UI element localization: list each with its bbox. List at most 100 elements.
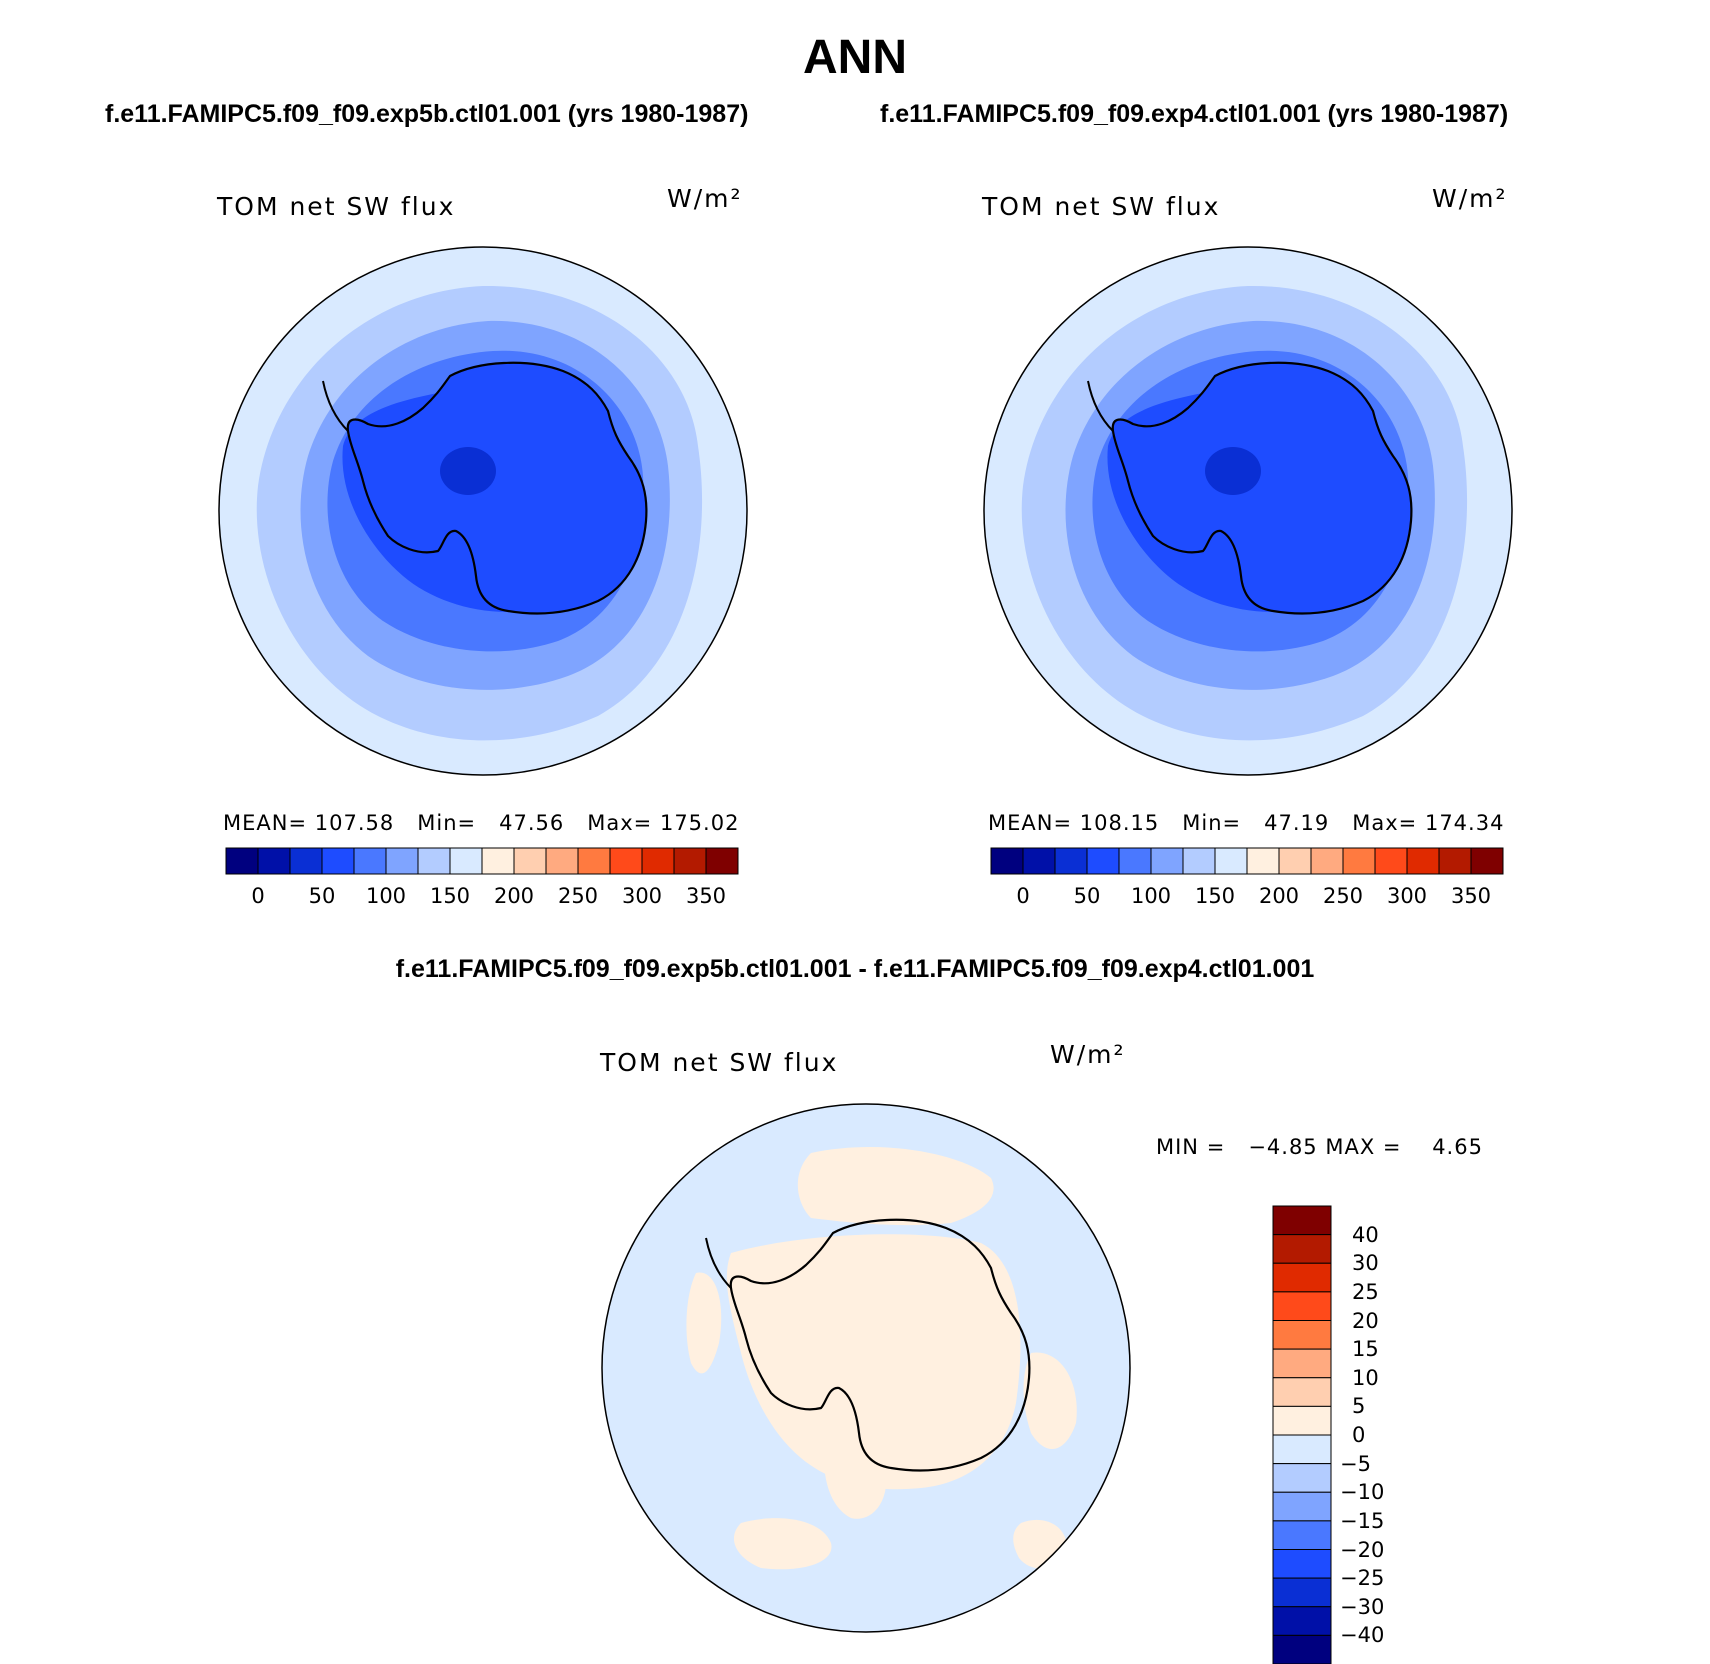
colorbar-swatch [1246,847,1280,875]
colorbar-swatch [1272,1634,1332,1664]
colorbar-swatch [321,847,355,875]
colorbar-swatch [225,847,259,875]
colorbar-swatch [577,847,611,875]
colorbar-swatch [1214,847,1248,875]
colorbar-swatch [1310,847,1344,875]
colorbar-swatch [289,847,323,875]
colorbar-swatch [1470,847,1504,875]
colorbar-tick-label: 0 [251,884,265,908]
colorbar-tick-label: 5 [1352,1394,1366,1419]
map-diff [601,1103,1131,1633]
colorbar-tick-label: −40 [1340,1623,1385,1648]
colorbar-swatch [1272,1291,1332,1321]
map-right [983,246,1513,776]
coastline-left [346,361,648,615]
case-title-right: f.e11.FAMIPC5.f09_f09.exp4.ctl01.001 (yr… [880,100,1509,128]
colorbar-swatch [1086,847,1120,875]
colorbar-swatch [1272,1405,1332,1436]
colorbar-tick-label: −10 [1340,1480,1385,1505]
colorbar-swatch [1272,1549,1332,1579]
colorbar-tick-label: 25 [1352,1279,1379,1304]
variable-label-right: TOM net SW flux [982,192,1221,221]
colorbar-swatch [1150,847,1184,875]
colorbar-labels-left: 0 50 100 150 200 250 300 350 [226,884,738,910]
stats-right: MEAN= 108.15 Min= 47.19 Max= 174.34 [988,811,1505,835]
colorbar-tick-label: 150 [1194,884,1236,908]
colorbar-tick-label: 350 [685,884,727,908]
colorbar-swatch [1342,847,1376,875]
colorbar-swatch [353,847,387,875]
colorbar-tick-label: 40 [1352,1222,1379,1247]
units-label-right: W/m² [1432,184,1508,213]
coastline-diff [729,1218,1031,1472]
colorbar-swatch [1272,1234,1332,1264]
colorbar-swatch [1374,847,1408,875]
colorbar-tick-label: 0 [1016,884,1030,908]
colorbar-swatch [609,847,643,875]
colorbar-swatch [385,847,419,875]
colorbar-swatch [1272,1320,1332,1350]
colorbar-tick-label: −25 [1340,1566,1385,1591]
stats-diff: MIN = −4.85 MAX = 4.65 [1156,1135,1483,1159]
colorbar-tick-label: −30 [1340,1594,1385,1619]
stats-left: MEAN= 107.58 Min= 47.56 Max= 175.02 [223,811,740,835]
colorbar-swatch [1272,1491,1332,1522]
colorbar-swatch [1118,847,1152,875]
colorbar-swatch [1272,1463,1332,1493]
colorbar-tick-label: 300 [621,884,663,908]
colorbar-swatch [1272,1262,1332,1293]
colorbar-tick-label: 10 [1352,1365,1379,1390]
colorbar-left [225,847,739,875]
main-title: ANN [803,31,907,84]
colorbar-swatch [641,847,675,875]
colorbar-diff [1272,1205,1332,1664]
colorbar-tick-label: −5 [1340,1451,1371,1476]
colorbar-tick-label: 300 [1386,884,1428,908]
units-label-left: W/m² [667,184,743,213]
colorbar-swatch [1278,847,1312,875]
colorbar-tick-label: 150 [429,884,471,908]
colorbar-tick-label: 200 [493,884,535,908]
colorbar-right [990,847,1504,875]
colorbar-swatch [1182,847,1216,875]
colorbar-swatch [1272,1348,1332,1379]
colorbar-tick-label: 15 [1352,1337,1379,1362]
colorbar-labels-right: 0 50 100 150 200 250 300 350 [991,884,1503,910]
colorbar-tick-label: 30 [1352,1251,1379,1276]
colorbar-swatch [1272,1377,1332,1407]
colorbar-labels-diff: 40 30 25 20 15 10 5 0 −5 −10 −15 −20 −25 −30 −40 [1340,1206,1420,1664]
colorbar-swatch [513,847,547,875]
colorbar-swatch [1054,847,1088,875]
colorbar-tick-label: 0 [1352,1423,1366,1447]
map-left [218,246,748,776]
colorbar-tick-label: 100 [1130,884,1172,908]
colorbar-swatch [545,847,579,875]
colorbar-tick-label: 50 [308,884,336,908]
case-title-left: f.e11.FAMIPC5.f09_f09.exp5b.ctl01.001 (y… [105,100,749,128]
diff-title: f.e11.FAMIPC5.f09_f09.exp5b.ctl01.001 - … [395,955,1315,983]
colorbar-tick-label: 200 [1258,884,1300,908]
colorbar-swatch [990,847,1024,875]
colorbar-swatch [1272,1205,1332,1236]
colorbar-swatch [1438,847,1472,875]
colorbar-swatch [1272,1434,1332,1465]
variable-label-diff: TOM net SW flux [600,1048,839,1077]
colorbar-swatch [449,847,483,875]
colorbar-tick-label: 250 [1322,884,1364,908]
colorbar-swatch [673,847,707,875]
colorbar-swatch [1406,847,1440,875]
variable-label-left: TOM net SW flux [217,192,456,221]
colorbar-swatch [1272,1577,1332,1608]
colorbar-tick-label: −15 [1340,1508,1385,1533]
colorbar-swatch [1272,1606,1332,1636]
units-label-diff: W/m² [1050,1040,1126,1069]
colorbar-swatch [481,847,515,875]
coastline-right [1111,361,1413,615]
colorbar-swatch [1272,1520,1332,1550]
colorbar-swatch [257,847,291,875]
colorbar-tick-label: 250 [557,884,599,908]
colorbar-tick-label: 350 [1450,884,1492,908]
colorbar-tick-label: 100 [365,884,407,908]
colorbar-swatch [1022,847,1056,875]
colorbar-tick-label: 20 [1352,1308,1379,1333]
